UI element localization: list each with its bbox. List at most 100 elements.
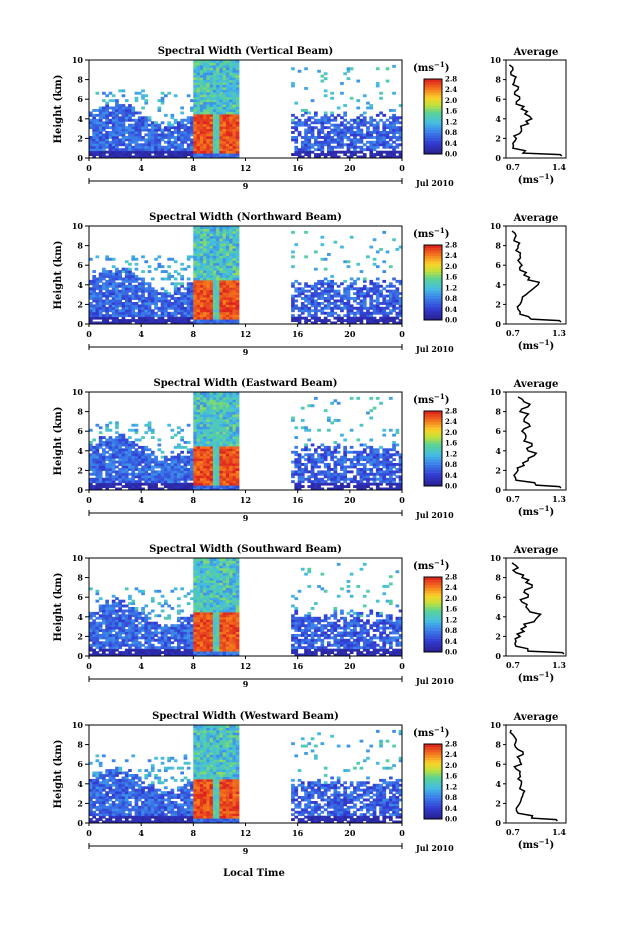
- heatmap-cell: [212, 399, 217, 403]
- heatmap-cell: [219, 409, 224, 413]
- heatmap-cell: [206, 257, 211, 261]
- heatmap-cell: [108, 316, 113, 320]
- heatmap-cell: [395, 299, 400, 303]
- heatmap-cell: [353, 477, 357, 481]
- colorbar-segment: [424, 314, 442, 318]
- heatmap-cell: [395, 248, 400, 251]
- heatmap-cell: [170, 131, 175, 134]
- heatmap-cell: [212, 472, 217, 476]
- heatmap-cell: [398, 455, 403, 459]
- heatmap-cell: [147, 309, 152, 313]
- heatmap-cell: [98, 460, 103, 464]
- heatmap-cell: [219, 60, 224, 63]
- heatmap-cell: [131, 441, 136, 444]
- heatmap-cell: [356, 450, 361, 454]
- heatmap-cell: [330, 155, 334, 159]
- heatmap-cell: [183, 140, 188, 144]
- heatmap-cell: [327, 311, 331, 315]
- heatmap-cells: [89, 226, 403, 325]
- heatmap-cell: [115, 118, 119, 122]
- heatmap-cell: [330, 118, 334, 122]
- heatmap-cell: [95, 487, 100, 491]
- heatmap-cell: [232, 472, 237, 476]
- heatmap-cell: [235, 433, 240, 437]
- heatmap-cell: [206, 99, 211, 103]
- heatmap-cell: [392, 458, 396, 462]
- heatmap-cell: [131, 257, 136, 261]
- heatmap-cell: [206, 104, 211, 107]
- heatmap-cell: [212, 284, 217, 288]
- heatmap-cell: [382, 138, 387, 142]
- heatmap-cell: [229, 121, 233, 125]
- heatmap-cell: [375, 487, 380, 491]
- heatmap-cell: [379, 138, 383, 142]
- heatmap-cell: [219, 485, 224, 488]
- colorbar-segment: [424, 100, 442, 104]
- heatmap-cell: [108, 111, 113, 115]
- heatmap-cell: [222, 94, 227, 98]
- average-y-tick-label: 8: [495, 241, 501, 251]
- heatmap-cell: [98, 133, 103, 137]
- heatmap-cell: [98, 109, 103, 112]
- heatmap-cell: [95, 465, 100, 469]
- heatmap-cell: [222, 69, 227, 73]
- heatmap-cell: [167, 294, 171, 298]
- heatmap-cell: [229, 270, 233, 273]
- heatmap-cell: [128, 311, 132, 315]
- heatmap-cell: [216, 67, 220, 71]
- heatmap-cell: [294, 121, 299, 125]
- heatmap-cell: [353, 480, 357, 484]
- heatmap-cell: [131, 465, 136, 469]
- heatmap-cell: [340, 136, 344, 139]
- heatmap-cell: [193, 121, 197, 125]
- heatmap-cell: [144, 101, 149, 105]
- heatmap-cell: [183, 150, 188, 154]
- heatmap-cell: [375, 458, 380, 462]
- heatmap-cell: [118, 482, 122, 486]
- heatmap-cell: [196, 226, 201, 229]
- heatmap-cell: [137, 116, 142, 120]
- heatmap-cell: [382, 150, 387, 154]
- heatmap-cell: [141, 294, 145, 298]
- heatmap-cell: [294, 138, 299, 142]
- heatmap-cell: [294, 148, 299, 152]
- heatmap-cell: [229, 272, 233, 276]
- heatmap-cell: [372, 282, 377, 286]
- heatmap-cell: [170, 294, 175, 298]
- heatmap-cell: [327, 319, 331, 322]
- heatmap-cell: [216, 243, 220, 247]
- heatmap-cell: [235, 150, 240, 154]
- heatmap-cell: [317, 309, 321, 313]
- average-unit-label: (ms−1): [518, 338, 554, 352]
- heatmap-cell: [157, 309, 162, 313]
- heatmap-cell: [369, 104, 374, 107]
- heatmap-cell: [385, 153, 390, 156]
- heatmap-cell: [346, 69, 351, 73]
- average-y-tick-label: 4: [495, 114, 501, 124]
- heatmap-cell: [92, 448, 96, 452]
- heatmap-cell: [222, 121, 227, 125]
- heatmap-cell: [225, 279, 230, 283]
- heatmap-cell: [307, 116, 312, 120]
- heatmap-cell: [304, 470, 308, 474]
- heatmap-cell: [333, 482, 338, 486]
- heatmap-cell: [395, 118, 400, 122]
- heatmap-cell: [379, 316, 383, 320]
- heatmap-cell: [180, 468, 184, 471]
- heatmap-cell: [209, 87, 214, 90]
- heatmap-cell: [310, 475, 315, 479]
- heatmap-cell: [229, 94, 233, 98]
- heatmap-cell: [385, 284, 390, 288]
- heatmap-cell: [209, 287, 214, 291]
- heatmap-cell: [193, 433, 197, 437]
- heatmap-cell: [349, 126, 354, 130]
- heatmap-cell: [232, 143, 237, 147]
- heatmap-cell: [304, 282, 308, 286]
- heatmap-cell: [121, 136, 126, 139]
- heatmap-cell: [167, 306, 171, 310]
- heatmap-cell: [193, 392, 197, 395]
- heatmap-cell: [222, 233, 227, 237]
- heatmap-cell: [389, 487, 393, 491]
- heatmap-cell: [170, 257, 175, 261]
- heatmap-cell: [392, 433, 396, 437]
